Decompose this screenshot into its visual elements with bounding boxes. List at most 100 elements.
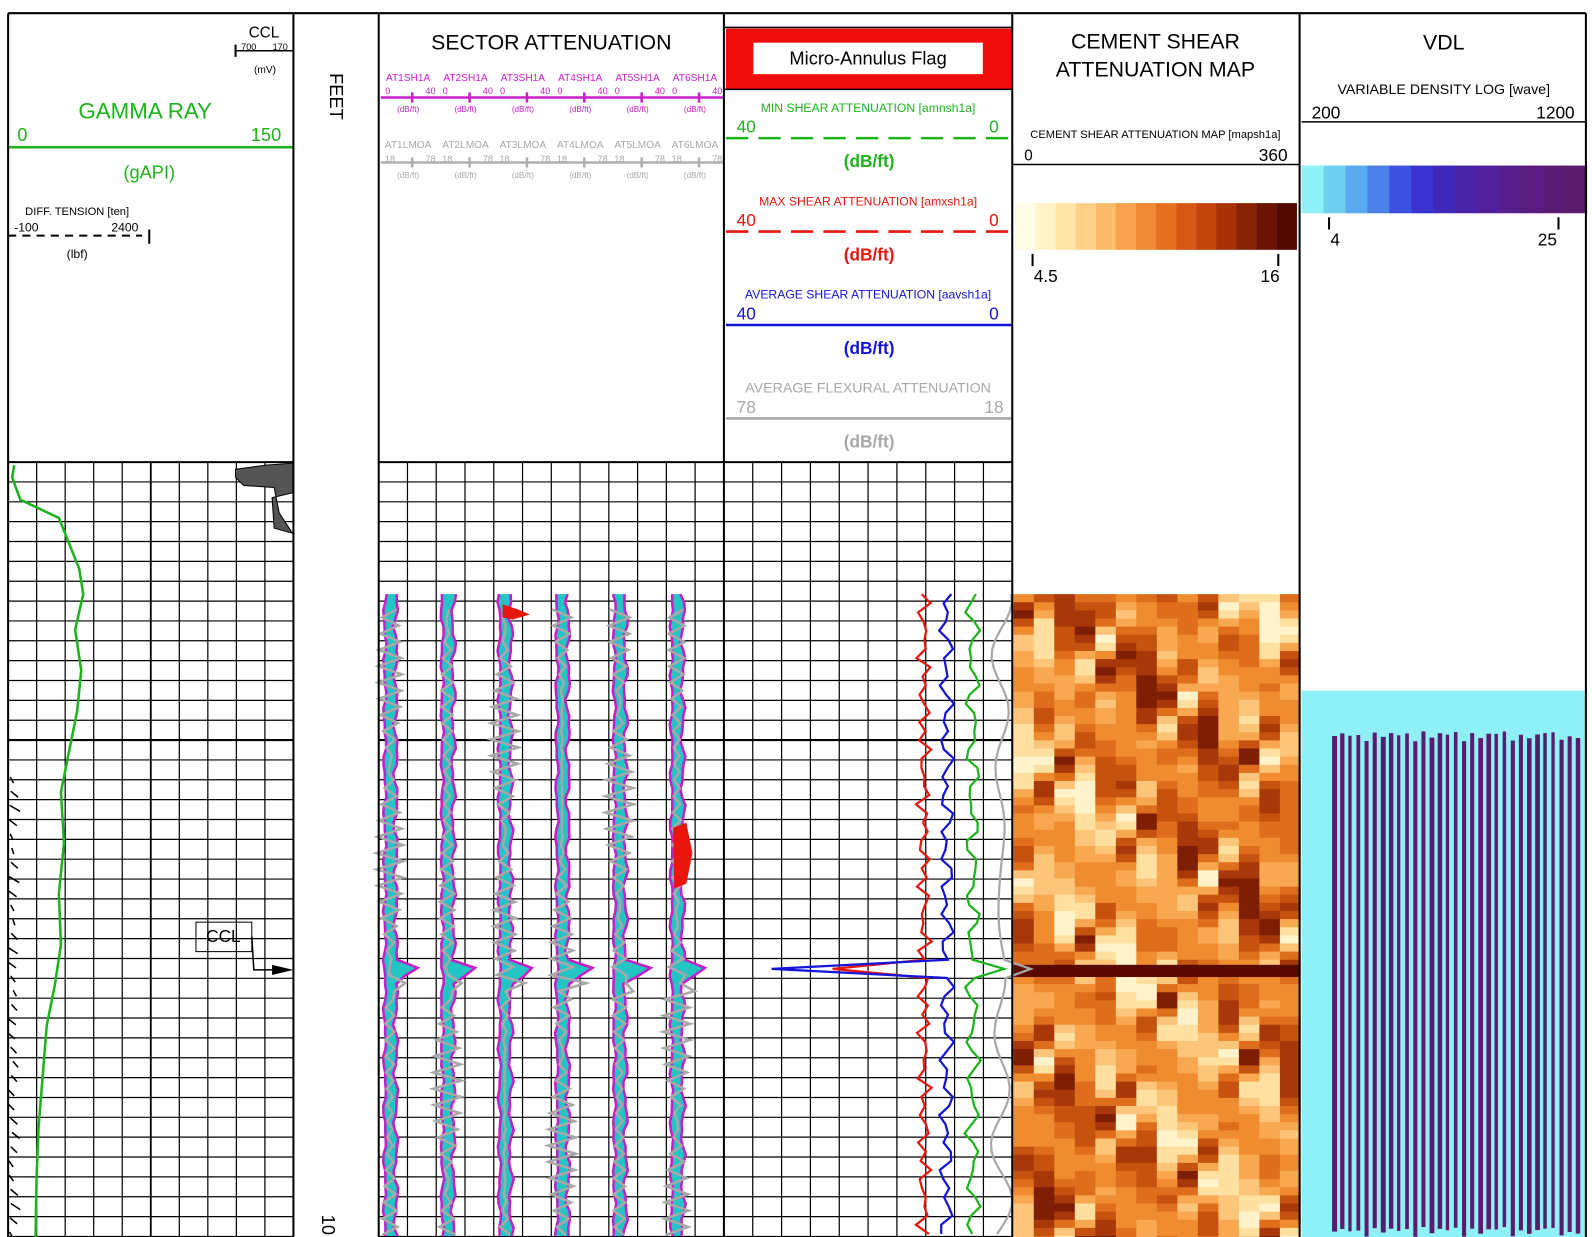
map-cell (1279, 610, 1301, 620)
map-cell (1074, 707, 1096, 717)
map-cell (1279, 1122, 1301, 1131)
map-cell (1177, 1227, 1199, 1237)
map-cell (1156, 748, 1178, 758)
flex-curve-name: AT3LMOA (500, 140, 547, 151)
map-cell (1238, 789, 1260, 798)
map-cell (1136, 935, 1158, 944)
flex-unit: (dB/ft) (684, 171, 706, 180)
map-cell (1136, 845, 1158, 855)
map-cell (1115, 1179, 1137, 1188)
map-cell (1054, 1049, 1076, 1058)
map-cell (1259, 854, 1281, 863)
map-cell (1259, 1008, 1281, 1018)
map-cell (1197, 1187, 1219, 1196)
map-colorbar-cell (1196, 203, 1217, 250)
map-cell (1013, 1195, 1035, 1204)
map-cell (1197, 951, 1219, 961)
map-cell (1115, 1219, 1137, 1229)
map-cell (1054, 1089, 1076, 1099)
map-cell (1197, 919, 1219, 928)
map-cell (1095, 1049, 1117, 1058)
map-cell (1074, 1146, 1096, 1156)
map-cell (1074, 610, 1096, 620)
line (9, 776, 15, 784)
map-cell (1238, 1097, 1260, 1107)
sector-flex (658, 608, 698, 1237)
map-cell (1136, 902, 1158, 912)
map-cell (1033, 1170, 1055, 1180)
map-cell (1074, 1057, 1096, 1066)
map-cell (1177, 1179, 1199, 1188)
map-cell (1095, 984, 1117, 993)
map-cell (1136, 910, 1158, 920)
map-cell (1177, 756, 1199, 766)
map-cell (1136, 878, 1158, 888)
line (12, 1060, 19, 1068)
map-cell (1136, 1146, 1158, 1156)
vdl-stripe (1486, 733, 1492, 1230)
map-cell (1197, 1179, 1219, 1188)
map-cell (1156, 780, 1178, 790)
map-cell (1156, 1081, 1178, 1091)
line (8, 1160, 14, 1168)
map-scale-min: 4.5 (1034, 266, 1058, 286)
map-cell (1197, 1040, 1219, 1050)
map-cell (1074, 797, 1096, 806)
map-cell (1054, 1032, 1076, 1042)
vdl-stripe (1462, 741, 1467, 1237)
map-cell (1095, 780, 1117, 790)
flex-unit: (dB/ft) (569, 171, 591, 180)
map-cell (1197, 764, 1219, 774)
map-cell (1259, 1032, 1281, 1042)
map-cell (1136, 1097, 1158, 1107)
map-cell (1218, 1032, 1240, 1042)
map-cell (1218, 984, 1240, 993)
shear-min: 0 (443, 86, 448, 96)
vdl-stripe (1535, 734, 1540, 1231)
map-cell (1259, 1203, 1281, 1213)
map-cell (1279, 1170, 1301, 1180)
map-cell (1279, 659, 1301, 668)
map-cell (1218, 1138, 1240, 1148)
map-cell (1177, 1187, 1199, 1196)
map-cell (1054, 797, 1076, 806)
map-cell (1054, 821, 1076, 831)
map-cell (1115, 951, 1137, 961)
map-cell (1238, 837, 1260, 847)
map-cell (1074, 1162, 1096, 1172)
map-cell (1218, 1195, 1240, 1204)
curve-name: MIN SHEAR ATTENUATION [amnsh1a] (761, 101, 976, 115)
map-cell (1279, 1081, 1301, 1091)
map-cell (1238, 1024, 1260, 1034)
map-cell (1238, 610, 1260, 620)
map-cell (1259, 675, 1281, 685)
map-cell (1136, 1227, 1158, 1237)
map-cell (1115, 732, 1137, 741)
map-cell (1259, 764, 1281, 774)
map-cell (1156, 902, 1178, 912)
map-cell (1115, 748, 1137, 758)
map-cell (1177, 650, 1199, 660)
vdl-stripe (1356, 734, 1361, 1231)
map-cell (1013, 1081, 1035, 1091)
map-cell (1115, 821, 1137, 831)
map-cell (1259, 1179, 1281, 1188)
map-cell (1279, 805, 1301, 815)
map-cell (1095, 789, 1117, 798)
map-cell (1218, 1130, 1240, 1139)
flex-curve-name: AT2LMOA (442, 140, 489, 151)
map-cell (1095, 1097, 1117, 1107)
map-cell (1177, 984, 1199, 993)
map-cell (1033, 1122, 1055, 1131)
map-cell (1197, 878, 1219, 888)
depth-label: 10 (318, 1215, 339, 1235)
map-cell (1218, 1105, 1240, 1115)
map-colorbar-cell (1055, 203, 1076, 250)
map-cell (1054, 756, 1076, 766)
map-cell (1156, 1008, 1178, 1018)
map-cell (1279, 1195, 1301, 1204)
map-cell (1033, 650, 1055, 660)
vdl-stripe (1364, 740, 1369, 1237)
shear-unit: (dB/ft) (397, 105, 419, 114)
map-cell (1013, 1179, 1035, 1188)
